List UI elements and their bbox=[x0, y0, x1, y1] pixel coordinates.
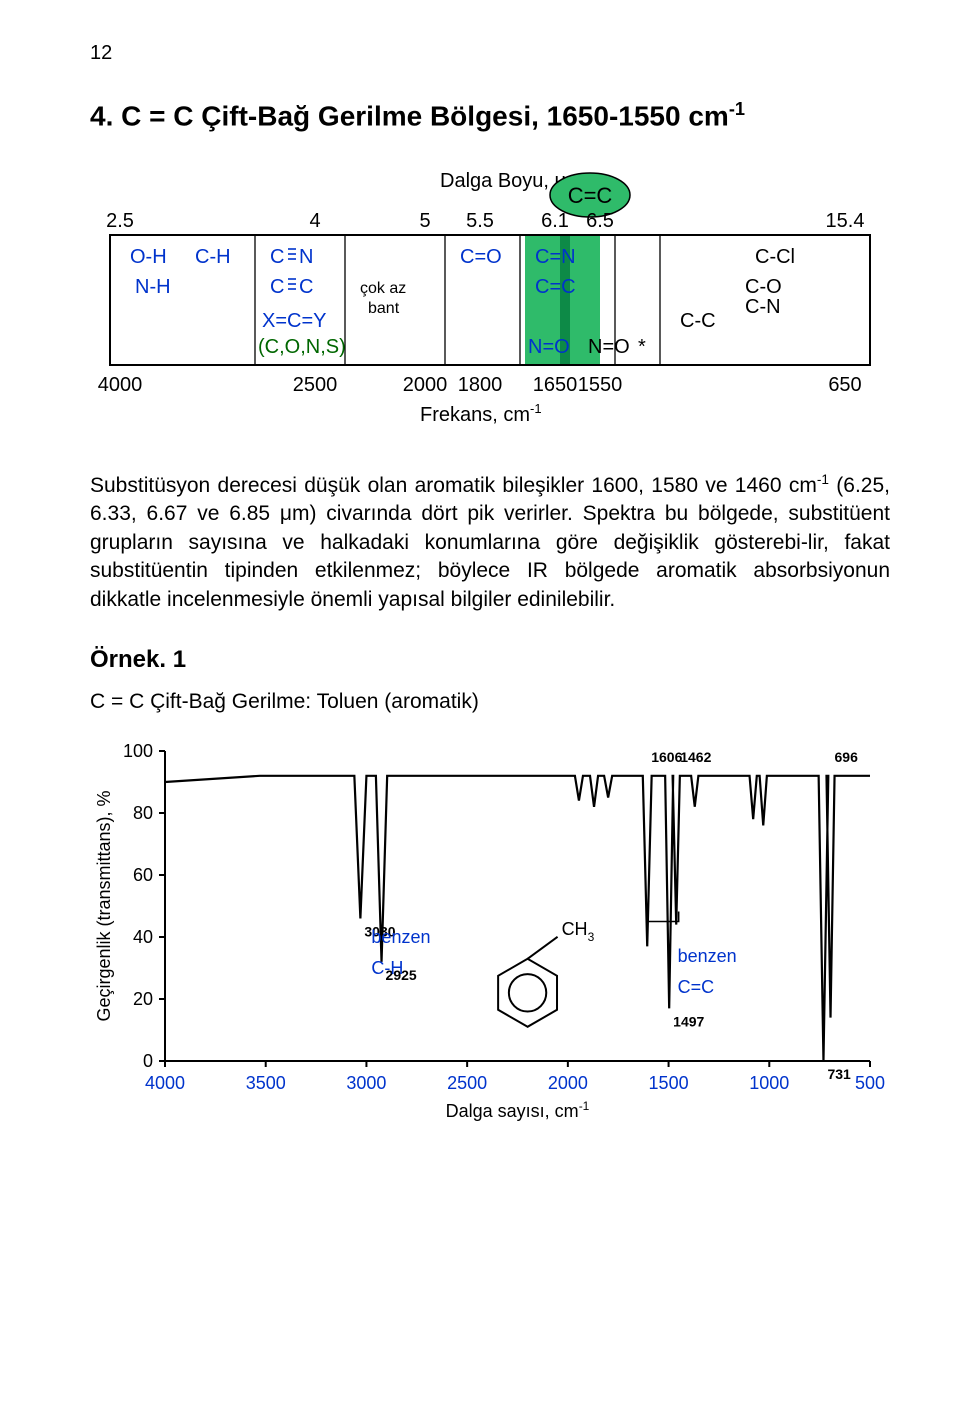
svg-text:2500: 2500 bbox=[293, 374, 338, 396]
svg-text:benzen: benzen bbox=[678, 945, 737, 965]
svg-text:40: 40 bbox=[133, 927, 153, 947]
svg-text:CH3: CH3 bbox=[562, 918, 595, 943]
svg-text:C: C bbox=[270, 276, 284, 298]
svg-text:3500: 3500 bbox=[246, 1073, 286, 1093]
svg-text:2000: 2000 bbox=[548, 1073, 588, 1093]
svg-text:1800: 1800 bbox=[458, 374, 503, 396]
svg-text:60: 60 bbox=[133, 865, 153, 885]
svg-text:Dalga sayısı, cm-1: Dalga sayısı, cm-1 bbox=[446, 1099, 590, 1121]
example-label: Örnek. 1 bbox=[90, 644, 890, 676]
body-paragraph: Substitüsyon derecesi düşük olan aromati… bbox=[90, 471, 890, 614]
svg-text:0: 0 bbox=[143, 1051, 153, 1071]
svg-text:C=N: C=N bbox=[535, 246, 576, 268]
svg-text:N=O: N=O bbox=[528, 336, 570, 358]
svg-text:Frekans, cm-1: Frekans, cm-1 bbox=[420, 401, 542, 426]
svg-text:5: 5 bbox=[419, 210, 430, 232]
svg-text:N-H: N-H bbox=[135, 276, 171, 298]
svg-text:2500: 2500 bbox=[447, 1073, 487, 1093]
heading-text: 4. C = C Çift-Bağ Gerilme Bölgesi, 1650-… bbox=[90, 100, 729, 131]
svg-text:3000: 3000 bbox=[346, 1073, 386, 1093]
svg-text:500: 500 bbox=[855, 1073, 885, 1093]
svg-text:1000: 1000 bbox=[749, 1073, 789, 1093]
svg-text:731: 731 bbox=[827, 1066, 851, 1082]
svg-text:650: 650 bbox=[828, 374, 861, 396]
svg-text:1606: 1606 bbox=[651, 748, 682, 764]
svg-text:bant: bant bbox=[368, 300, 400, 317]
svg-text:4000: 4000 bbox=[98, 374, 143, 396]
svg-text:1500: 1500 bbox=[649, 1073, 689, 1093]
svg-text:C=C: C=C bbox=[678, 976, 715, 996]
svg-text:Geçirgenlik (transmittans), %: Geçirgenlik (transmittans), % bbox=[94, 790, 114, 1021]
svg-text:80: 80 bbox=[133, 803, 153, 823]
para-sup: -1 bbox=[817, 472, 829, 487]
example-subtitle: C = C Çift-Bağ Gerilme: Toluen (aromatik… bbox=[90, 688, 890, 716]
svg-text:*: * bbox=[638, 336, 646, 358]
svg-text:2000: 2000 bbox=[403, 374, 448, 396]
svg-text:N: N bbox=[299, 246, 313, 268]
svg-text:C: C bbox=[270, 246, 284, 268]
svg-text:1650: 1650 bbox=[533, 374, 578, 396]
heading-sup: -1 bbox=[729, 99, 745, 119]
svg-text:20: 20 bbox=[133, 989, 153, 1009]
svg-text:1462: 1462 bbox=[680, 748, 711, 764]
svg-text:C-O: C-O bbox=[745, 276, 782, 298]
svg-text:C=C: C=C bbox=[568, 183, 613, 208]
svg-text:C-Cl: C-Cl bbox=[755, 246, 795, 268]
svg-text:15.4: 15.4 bbox=[826, 210, 865, 232]
svg-text:O-H: O-H bbox=[130, 246, 167, 268]
svg-text:1497: 1497 bbox=[673, 1013, 704, 1029]
svg-text:1550: 1550 bbox=[578, 374, 623, 396]
band-diagram: Dalga Boyu, μmC=C2.5455.56.16.515.440002… bbox=[90, 165, 890, 445]
svg-text:(C,O,N,S): (C,O,N,S) bbox=[258, 336, 346, 358]
para-t1: Substitüsyon derecesi düşük olan aromati… bbox=[90, 474, 817, 497]
svg-text:çok az: çok az bbox=[360, 280, 406, 297]
svg-text:6.5: 6.5 bbox=[586, 210, 614, 232]
ir-spectrum: 0 20 40 60 80 100 4000 3500 3000 2500 2000 1500 1000… bbox=[90, 731, 890, 1131]
svg-text:4: 4 bbox=[309, 210, 320, 232]
svg-text:C-H: C-H bbox=[195, 246, 231, 268]
section-heading: 4. C = C Çift-Bağ Gerilme Bölgesi, 1650-… bbox=[90, 97, 890, 135]
svg-text:C-H: C-H bbox=[371, 958, 403, 978]
svg-text:100: 100 bbox=[123, 741, 153, 761]
svg-text:C-C: C-C bbox=[680, 310, 716, 332]
svg-text:C: C bbox=[299, 276, 313, 298]
svg-text:5.5: 5.5 bbox=[466, 210, 494, 232]
svg-text:N=O: N=O bbox=[588, 336, 630, 358]
svg-text:X=C=Y: X=C=Y bbox=[262, 310, 326, 332]
svg-text:696: 696 bbox=[835, 748, 859, 764]
svg-text:6.1: 6.1 bbox=[541, 210, 569, 232]
svg-text:C=O: C=O bbox=[460, 246, 502, 268]
svg-text:2.5: 2.5 bbox=[106, 210, 134, 232]
svg-text:C-N: C-N bbox=[745, 296, 781, 318]
page: 12 4. C = C Çift-Bağ Gerilme Bölgesi, 16… bbox=[0, 0, 960, 1191]
svg-text:benzen: benzen bbox=[371, 927, 430, 947]
page-number: 12 bbox=[90, 40, 890, 67]
svg-text:4000: 4000 bbox=[145, 1073, 185, 1093]
svg-text:C=C: C=C bbox=[535, 276, 576, 298]
